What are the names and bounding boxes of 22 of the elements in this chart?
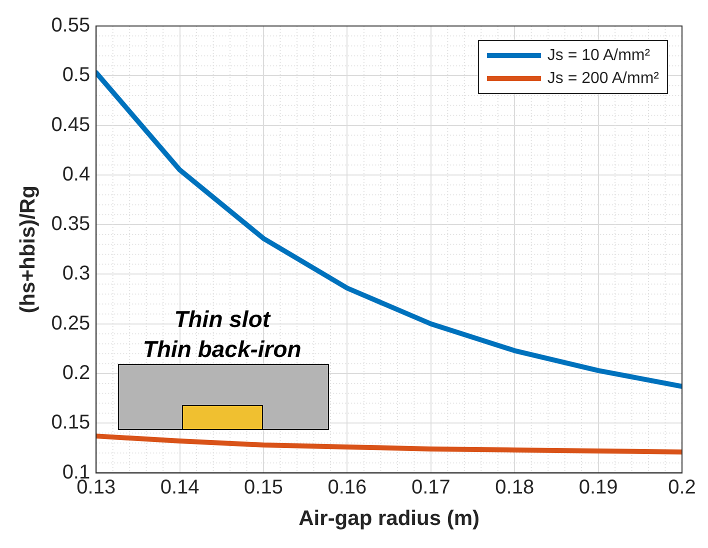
x-tick-label: 0.15 bbox=[244, 476, 283, 498]
y-tick-label: 0.55 bbox=[51, 14, 90, 37]
y-tick-label: 0.4 bbox=[62, 163, 90, 186]
y-axis-title: (hs+hbis)/Rg bbox=[16, 186, 40, 314]
x-tick-label: 0.14 bbox=[160, 476, 200, 498]
x-tick-label: 0.17 bbox=[411, 476, 450, 498]
x-tick-label: 0.19 bbox=[578, 476, 618, 498]
x-axis-title: Air-gap radius (m) bbox=[298, 507, 480, 530]
annotation: Thin slot bbox=[173, 305, 272, 334]
y-tick-label: 0.3 bbox=[62, 262, 90, 285]
legend-label: Js = 10 A/mm² bbox=[547, 46, 650, 66]
y-tick-label: 0.35 bbox=[51, 213, 90, 236]
legend-label: Js = 200 A/mm² bbox=[547, 69, 659, 89]
y-tick-label: 0.25 bbox=[51, 312, 90, 334]
x-tick-label: 0.16 bbox=[328, 476, 367, 498]
x-tick-label: 0.18 bbox=[495, 476, 534, 498]
y-tick-label: 0.45 bbox=[51, 114, 90, 136]
annotation: Thin back-iron bbox=[142, 335, 302, 364]
y-tick-label: 0.5 bbox=[62, 64, 90, 86]
y-tick-label: 0.15 bbox=[51, 412, 90, 434]
y-tick-label: 0.2 bbox=[62, 362, 90, 384]
x-tick-label: 0.2 bbox=[668, 476, 696, 498]
